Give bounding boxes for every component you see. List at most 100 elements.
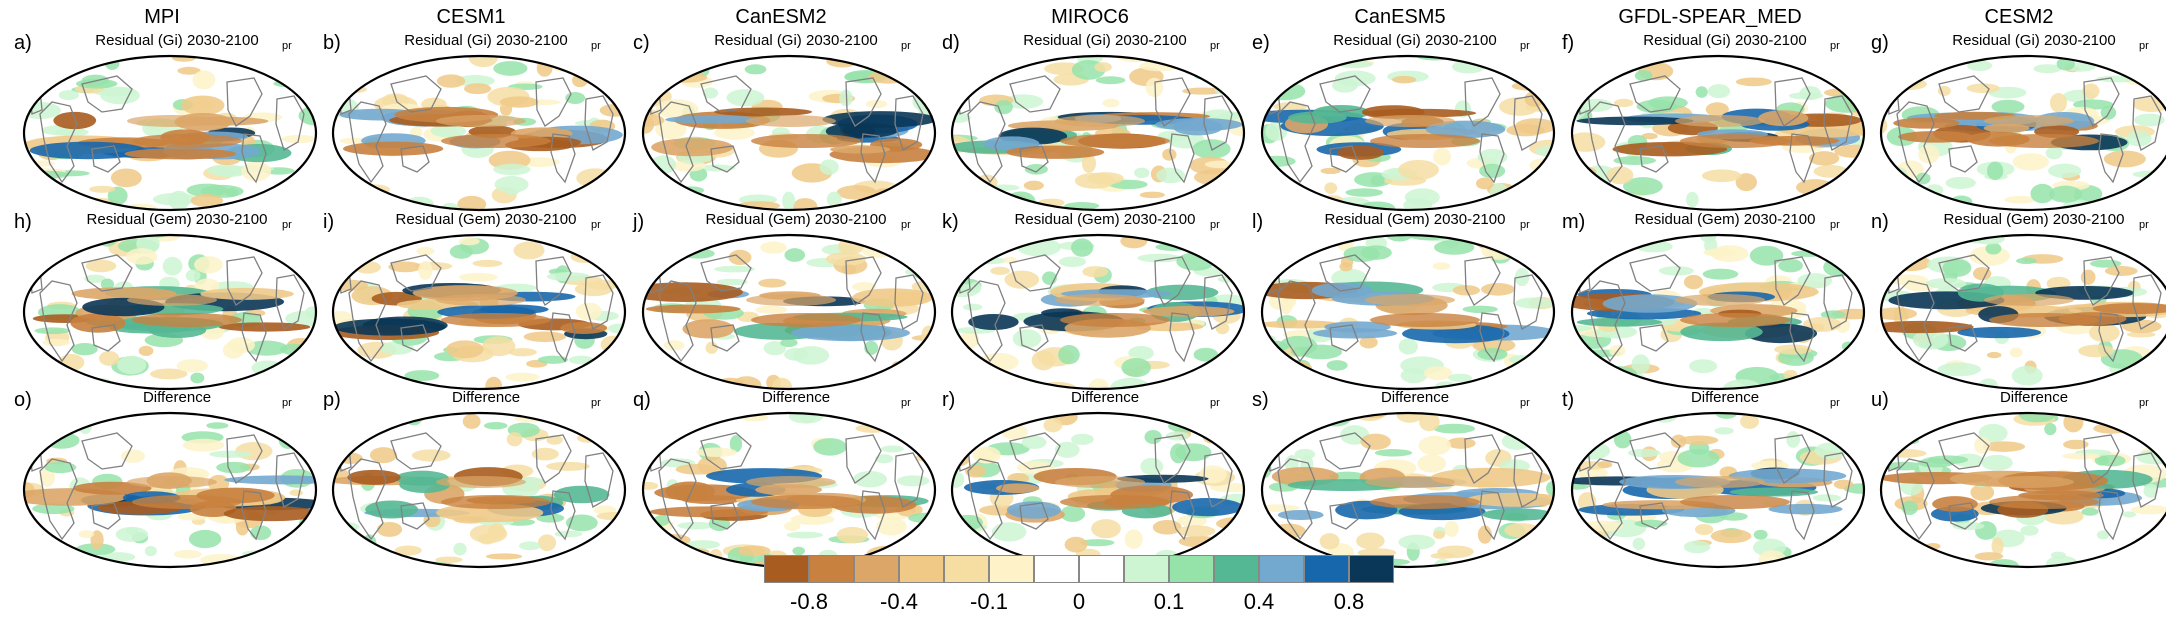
panel-variable: pr bbox=[901, 397, 911, 409]
map-projection bbox=[641, 411, 937, 569]
panel-title: Residual (Gi) 2030-2100 bbox=[404, 32, 568, 49]
map-projection bbox=[1570, 233, 1866, 391]
colorbar-swatch bbox=[854, 555, 899, 583]
model-title: MPI bbox=[144, 6, 180, 28]
map-panel: g) Residual (Gi) 2030-2100 pr bbox=[1869, 26, 2166, 216]
panel-title: Difference bbox=[761, 389, 831, 406]
map-projection bbox=[1260, 411, 1556, 569]
panel-letter: b) bbox=[323, 32, 341, 54]
panel-letter: t) bbox=[1562, 389, 1575, 411]
colorbar-label: 0.1 bbox=[1153, 589, 1185, 614]
map-projection bbox=[1879, 411, 2166, 569]
map-projection bbox=[1879, 54, 2166, 212]
map-projection bbox=[641, 54, 937, 212]
panel-variable: pr bbox=[1210, 219, 1220, 231]
panel-variable: pr bbox=[1520, 40, 1530, 52]
model-title: CanESM2 bbox=[735, 6, 827, 28]
model-title: MIROC6 bbox=[1051, 6, 1129, 28]
colorbar-label: 0.4 bbox=[1243, 589, 1275, 614]
colorbar-swatch bbox=[944, 555, 989, 583]
map-panel: s) Difference pr bbox=[1250, 383, 1556, 573]
map-panel: l) Residual (Gem) 2030-2100 pr bbox=[1250, 205, 1556, 395]
colorbar-label: 0.8 bbox=[1333, 589, 1365, 614]
map-projection bbox=[331, 54, 627, 212]
panel-title: Residual (Gem) 2030-2100 bbox=[395, 211, 577, 228]
map-projection bbox=[22, 54, 318, 212]
panel-variable: pr bbox=[591, 219, 601, 231]
colorbar-swatch bbox=[899, 555, 944, 583]
map-projection bbox=[1570, 411, 1866, 569]
map-panel: h) Residual (Gem) 2030-2100 pr bbox=[12, 205, 318, 395]
panel-title: Difference bbox=[1070, 389, 1140, 406]
panel-letter: k) bbox=[942, 211, 959, 233]
panel-letter: j) bbox=[633, 211, 645, 233]
panel-variable: pr bbox=[2139, 397, 2149, 409]
panel-variable: pr bbox=[591, 40, 601, 52]
colorbar-swatch bbox=[809, 555, 854, 583]
colorbar-label: -0.8 bbox=[790, 589, 828, 614]
colorbar-swatch bbox=[1169, 555, 1214, 583]
panel-letter: i) bbox=[323, 211, 335, 233]
map-panel: u) Difference pr bbox=[1869, 383, 2166, 573]
colorbar-swatch bbox=[1349, 555, 1394, 583]
colorbar-label: 0 bbox=[1072, 589, 1086, 614]
panel-title: Difference bbox=[142, 389, 212, 406]
map-panel: f) Residual (Gi) 2030-2100 pr bbox=[1560, 26, 1866, 216]
panel-letter: n) bbox=[1871, 211, 1889, 233]
panel-variable: pr bbox=[901, 219, 911, 231]
map-panel: n) Residual (Gem) 2030-2100 pr bbox=[1869, 205, 2166, 395]
panel-title: Residual (Gem) 2030-2100 bbox=[86, 211, 268, 228]
map-panel: r) Difference pr bbox=[940, 383, 1246, 573]
map-projection bbox=[22, 233, 318, 391]
model-title: GFDL-SPEAR_MED bbox=[1618, 6, 1802, 28]
panel-title: Residual (Gi) 2030-2100 bbox=[1643, 32, 1807, 49]
colorbar-label: -0.1 bbox=[970, 589, 1008, 614]
panel-variable: pr bbox=[2139, 219, 2149, 231]
map-panel: q) Difference pr bbox=[631, 383, 937, 573]
map-panel: j) Residual (Gem) 2030-2100 pr bbox=[631, 205, 937, 395]
map-panel: k) Residual (Gem) 2030-2100 pr bbox=[940, 205, 1246, 395]
map-panel: m) Residual (Gem) 2030-2100 pr bbox=[1560, 205, 1866, 395]
panel-title: Residual (Gi) 2030-2100 bbox=[95, 32, 259, 49]
panel-variable: pr bbox=[282, 40, 292, 52]
map-projection bbox=[331, 411, 627, 569]
panel-variable: pr bbox=[1210, 40, 1220, 52]
panel-title: Difference bbox=[1380, 389, 1450, 406]
map-projection bbox=[641, 233, 937, 391]
colorbar-swatch bbox=[1259, 555, 1304, 583]
map-panel: d) Residual (Gi) 2030-2100 pr bbox=[940, 26, 1246, 216]
map-panel: o) Difference pr bbox=[12, 383, 318, 573]
map-panel: p) Difference pr bbox=[321, 383, 627, 573]
map-panel: t) Difference pr bbox=[1560, 383, 1866, 573]
panel-letter: c) bbox=[633, 32, 650, 54]
map-projection bbox=[331, 233, 627, 391]
map-projection bbox=[950, 233, 1246, 391]
panel-title: Difference bbox=[1999, 389, 2069, 406]
model-title: CESM2 bbox=[1984, 6, 2054, 28]
panel-letter: p) bbox=[323, 389, 341, 411]
map-projection bbox=[1570, 54, 1866, 212]
panel-letter: f) bbox=[1562, 32, 1575, 54]
map-panel: i) Residual (Gem) 2030-2100 pr bbox=[321, 205, 627, 395]
colorbar-swatch bbox=[1124, 555, 1169, 583]
panel-letter: r) bbox=[942, 389, 956, 411]
map-projection bbox=[950, 411, 1246, 569]
panel-variable: pr bbox=[1830, 40, 1840, 52]
panel-variable: pr bbox=[1520, 219, 1530, 231]
panel-title: Residual (Gem) 2030-2100 bbox=[1014, 211, 1196, 228]
panel-title: Residual (Gem) 2030-2100 bbox=[1634, 211, 1816, 228]
panel-variable: pr bbox=[282, 397, 292, 409]
panel-title: Residual (Gem) 2030-2100 bbox=[1324, 211, 1506, 228]
panel-variable: pr bbox=[1830, 219, 1840, 231]
panel-letter: l) bbox=[1252, 211, 1264, 233]
panel-letter: q) bbox=[633, 389, 651, 411]
map-projection bbox=[1879, 233, 2166, 391]
map-panel: b) Residual (Gi) 2030-2100 pr bbox=[321, 26, 627, 216]
model-title: CESM1 bbox=[436, 6, 506, 28]
panel-letter: a) bbox=[14, 32, 32, 54]
panel-letter: h) bbox=[14, 211, 32, 233]
colorbar-swatch bbox=[1214, 555, 1259, 583]
panel-title: Residual (Gi) 2030-2100 bbox=[1023, 32, 1187, 49]
colorbar: -0.8 -0.4 -0.1 0 0.1 0.4 0.8 bbox=[764, 555, 1404, 615]
